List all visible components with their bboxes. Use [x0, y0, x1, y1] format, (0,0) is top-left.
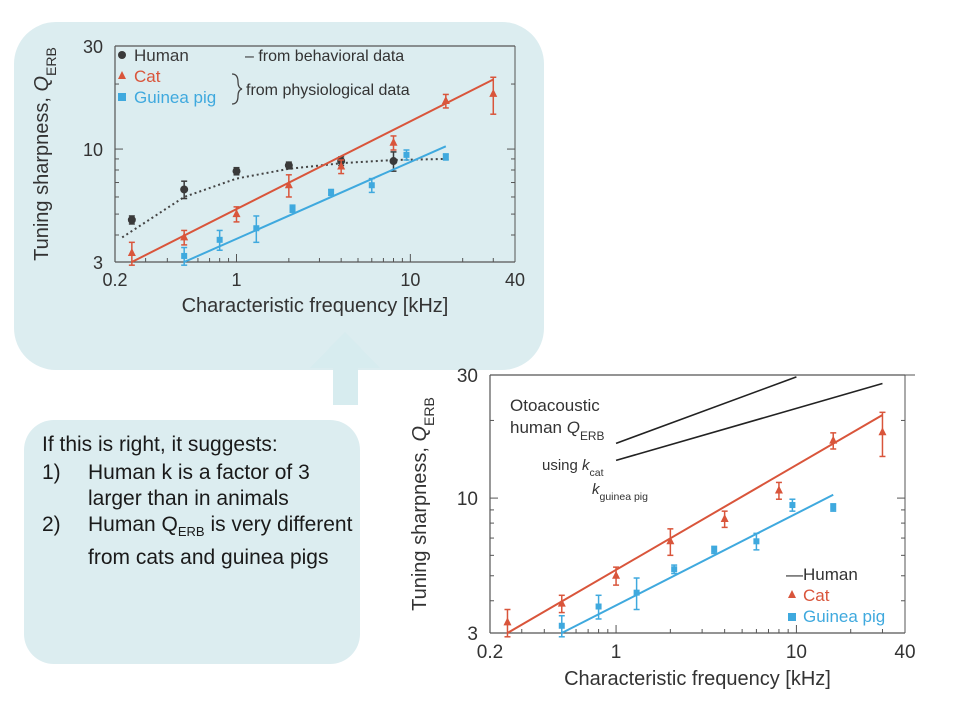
- c2-annotation-line2: human QERB: [510, 418, 604, 443]
- c1-cat-point: [180, 232, 189, 241]
- c2-cat-point: [720, 513, 729, 522]
- c1-cat-point: [389, 137, 398, 146]
- c1-cat-point: [232, 209, 241, 218]
- c1-cat-point: [489, 88, 498, 97]
- c1-legend-marker-guinea-pig: [118, 93, 126, 101]
- c2-cat-point: [829, 435, 838, 444]
- c1-y-tick-label: 3: [93, 253, 103, 273]
- c1-cat-point: [337, 161, 346, 170]
- callout-text: If this is right, it suggests: 1) Human …: [42, 432, 362, 571]
- c2-human-line-k-guinea-pig: [615, 382, 883, 462]
- callout-intro: If this is right, it suggests:: [42, 433, 278, 456]
- c1-guinea-pig-point: [328, 189, 335, 196]
- c2-x-axis-label: Characteristic frequency [kHz]: [564, 668, 831, 690]
- c1-human-point: [232, 167, 241, 176]
- c1-legend-marker-human: [118, 51, 126, 59]
- c1-guinea-pig-point: [253, 225, 260, 232]
- callout-item-1: 1) Human k is a factor of 3 larger than …: [42, 460, 362, 512]
- c1-x-tick-label: 0.2: [102, 270, 127, 290]
- c1-cat-point: [284, 180, 293, 189]
- c2-guinea-pig-point: [711, 546, 718, 553]
- c2-guinea-pig-point: [753, 538, 760, 545]
- c1-guinea-pig-point: [442, 153, 449, 160]
- c2-guinea-pig-point: [558, 622, 565, 629]
- c1-legend-note-physiological: from physiological data: [246, 82, 410, 99]
- c2-guinea-pig-point: [595, 603, 602, 610]
- c2-legend-marker-guinea-pig: [788, 613, 796, 621]
- c2-annotation-k-guinea-pig: kguinea pig: [592, 481, 648, 503]
- c2-cat-point: [503, 617, 512, 626]
- c2-cat-point: [557, 598, 566, 607]
- callout-item-1-text: Human k is a factor of 3 larger than in …: [88, 461, 310, 510]
- c1-y-tick-label: 30: [83, 37, 103, 57]
- c2-x-tick-label: 40: [894, 642, 915, 663]
- c2-x-tick-label: 1: [611, 642, 622, 663]
- c2-y-tick-label: 30: [457, 366, 478, 387]
- c2-cat-point: [774, 485, 783, 494]
- c2-guinea-pig-point: [633, 589, 640, 596]
- c2-x-tick-label: 0.2: [477, 642, 503, 663]
- c1-x-tick-label: 40: [505, 270, 525, 290]
- c1-legend-label-0: Human: [134, 46, 189, 65]
- c1-cat-fit-line: [131, 78, 494, 263]
- c2-y-tick-label: 3: [467, 624, 478, 645]
- c1-guinea-pig-point: [368, 182, 375, 189]
- c2-x-tick-label: 10: [786, 642, 807, 663]
- c1-legend-marker-cat: [118, 71, 126, 79]
- c1-legend-brace: [231, 73, 243, 105]
- c1-guinea-pig-point: [181, 252, 188, 259]
- c1-guinea-pig-point: [289, 205, 296, 212]
- c1-y-tick-label: 10: [83, 140, 103, 160]
- c2-y-tick-label: 10: [457, 489, 478, 510]
- c1-guinea-pig-point: [216, 236, 223, 243]
- callout-item-2-number: 2): [42, 513, 61, 536]
- c2-legend-label-cat: Cat: [803, 586, 830, 605]
- c2-cat-point: [666, 536, 675, 545]
- c1-x-axis-label: Characteristic frequency [kHz]: [182, 295, 449, 317]
- c1-guinea-pig-point: [403, 151, 410, 158]
- c2-guinea-pig-point: [671, 566, 678, 573]
- c1-human-point: [389, 157, 398, 166]
- callout-item-1-number: 1): [42, 461, 61, 484]
- c2-human-line-k-cat: [615, 376, 797, 445]
- callout-box: [24, 420, 360, 664]
- c1-human-point: [127, 215, 136, 224]
- callout-item-2-text: Human QERB is very different from cats a…: [88, 513, 353, 570]
- c1-legend-label-1: Cat: [134, 67, 161, 86]
- c2-annotation-line1: Otoacoustic: [510, 396, 600, 415]
- c2-cat-point: [612, 570, 621, 579]
- c2-legend-label-guinea-pig: Guinea pig: [803, 607, 885, 626]
- callout-item-2: 2) Human QERB is very different from cat…: [42, 512, 362, 571]
- c2-guinea-pig-fit-line: [561, 493, 834, 634]
- c2-guinea-pig-point: [789, 502, 796, 509]
- c1-guinea-pig-fit-line: [183, 145, 447, 263]
- c2-guinea-pig-point: [830, 504, 837, 511]
- c1-x-tick-label: 1: [231, 270, 241, 290]
- c1-cat-point: [127, 248, 136, 257]
- c2-cat-fit-line: [506, 414, 883, 634]
- c2-annotation-k-cat: using kcat: [542, 457, 604, 479]
- c1-legend-note-behavioral: – from behavioral data: [245, 48, 404, 65]
- c2-legend-human: —Human: [786, 565, 858, 584]
- c1-cat-point: [441, 95, 450, 104]
- c2-legend-marker-cat: [788, 590, 796, 598]
- c1-human-point: [284, 161, 293, 170]
- c1-legend-label-2: Guinea pig: [134, 88, 216, 107]
- c1-y-axis-label: Tuning sharpness, QERB: [31, 47, 59, 261]
- c1-human-point: [180, 185, 189, 194]
- c2-y-axis-label: Tuning sharpness, QERB: [409, 397, 437, 611]
- top-chart-panel: [14, 22, 544, 370]
- c2-cat-point: [878, 427, 887, 436]
- c1-x-tick-label: 10: [400, 270, 420, 290]
